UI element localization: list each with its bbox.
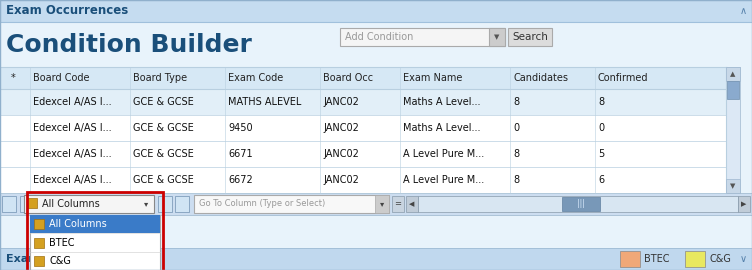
Bar: [0, 22, 752, 67]
Text: 5: 5: [598, 149, 605, 159]
Text: GCE & GCSE: GCE & GCSE: [133, 97, 194, 107]
Text: GCE & GCSE: GCE & GCSE: [133, 149, 194, 159]
Text: 8: 8: [598, 97, 604, 107]
Bar: [20, 196, 34, 212]
Bar: [0, 193, 752, 215]
Text: A Level Pure M...: A Level Pure M...: [403, 149, 484, 159]
Text: BTEC: BTEC: [644, 254, 669, 264]
Bar: [175, 196, 189, 212]
Text: ∨: ∨: [740, 254, 747, 264]
Text: 0: 0: [598, 123, 604, 133]
Bar: [24, 195, 154, 213]
Text: JANC02: JANC02: [323, 123, 359, 133]
Bar: [34, 238, 44, 248]
Text: Board Type: Board Type: [133, 73, 187, 83]
Text: 8: 8: [513, 97, 519, 107]
Text: Exam Name: Exam Name: [403, 73, 462, 83]
Bar: [738, 196, 750, 212]
Bar: [685, 251, 705, 267]
Text: All Columns: All Columns: [49, 219, 107, 229]
Bar: [726, 67, 740, 81]
Bar: [489, 28, 505, 46]
Bar: [392, 196, 404, 212]
Text: ▼: ▼: [730, 183, 735, 189]
Text: ∧: ∧: [740, 6, 747, 16]
Text: 6672: 6672: [228, 175, 253, 185]
Bar: [727, 81, 739, 99]
Text: Edexcel A/AS I...: Edexcel A/AS I...: [33, 175, 111, 185]
Text: MATHS ALEVEL: MATHS ALEVEL: [228, 97, 302, 107]
Bar: [340, 28, 505, 46]
Bar: [508, 28, 552, 46]
Bar: [375, 195, 389, 213]
Text: ▲: ▲: [730, 71, 735, 77]
Text: GCE & GCSE: GCE & GCSE: [133, 175, 194, 185]
Bar: [2, 196, 16, 212]
Text: Go To Column (Type or Select): Go To Column (Type or Select): [199, 200, 326, 208]
Bar: [34, 256, 44, 266]
Bar: [27, 198, 37, 208]
Text: Board Occ: Board Occ: [323, 73, 373, 83]
Text: Candidates: Candidates: [513, 73, 568, 83]
Text: 8: 8: [513, 175, 519, 185]
Text: Exam: Exam: [6, 254, 40, 264]
Bar: [27, 192, 163, 270]
Text: 0: 0: [513, 123, 519, 133]
Text: ▾: ▾: [144, 200, 148, 208]
Text: Condition Builder: Condition Builder: [6, 32, 252, 56]
Bar: [0, 67, 726, 193]
Text: Exam Occurrences: Exam Occurrences: [6, 5, 129, 18]
Text: =: =: [395, 200, 402, 208]
Bar: [562, 197, 600, 211]
Text: ▾: ▾: [380, 200, 384, 208]
Bar: [158, 196, 172, 212]
Text: 6: 6: [598, 175, 604, 185]
Text: Maths A Level...: Maths A Level...: [403, 97, 481, 107]
Bar: [0, 167, 726, 193]
Text: Maths A Level...: Maths A Level...: [403, 123, 481, 133]
Bar: [30, 215, 160, 233]
Bar: [0, 67, 726, 89]
Text: All Columns: All Columns: [42, 199, 100, 209]
Text: Search: Search: [512, 32, 548, 42]
Bar: [406, 196, 418, 212]
Text: ▼: ▼: [494, 34, 499, 40]
Bar: [194, 195, 389, 213]
Text: BTEC: BTEC: [49, 238, 74, 248]
Text: Board Code: Board Code: [33, 73, 89, 83]
Text: JANC02: JANC02: [323, 97, 359, 107]
Bar: [726, 67, 740, 193]
Bar: [0, 115, 726, 141]
Bar: [0, 0, 752, 22]
Bar: [0, 89, 726, 115]
Text: A Level Pure M...: A Level Pure M...: [403, 175, 484, 185]
Bar: [0, 141, 726, 167]
Text: ▶: ▶: [741, 201, 747, 207]
Bar: [30, 215, 160, 270]
Text: Confirmed: Confirmed: [598, 73, 648, 83]
Bar: [620, 251, 640, 267]
Text: Edexcel A/AS I...: Edexcel A/AS I...: [33, 123, 111, 133]
Bar: [0, 248, 752, 270]
Text: 6671: 6671: [228, 149, 253, 159]
Text: 9450: 9450: [228, 123, 253, 133]
Text: GCE & GCSE: GCE & GCSE: [133, 123, 194, 133]
Text: Exam Code: Exam Code: [228, 73, 284, 83]
Bar: [418, 196, 738, 212]
Bar: [726, 179, 740, 193]
Text: JANC02: JANC02: [323, 175, 359, 185]
Text: *: *: [11, 73, 16, 83]
Text: JANC02: JANC02: [323, 149, 359, 159]
Text: ◀: ◀: [409, 201, 414, 207]
Text: Edexcel A/AS I...: Edexcel A/AS I...: [33, 149, 111, 159]
Bar: [34, 219, 44, 229]
Text: |||: |||: [577, 200, 585, 208]
Text: 8: 8: [513, 149, 519, 159]
Text: Add Condition: Add Condition: [345, 32, 414, 42]
Text: C&G: C&G: [709, 254, 731, 264]
Text: C&G: C&G: [49, 256, 71, 266]
Text: Edexcel A/AS I...: Edexcel A/AS I...: [33, 97, 111, 107]
